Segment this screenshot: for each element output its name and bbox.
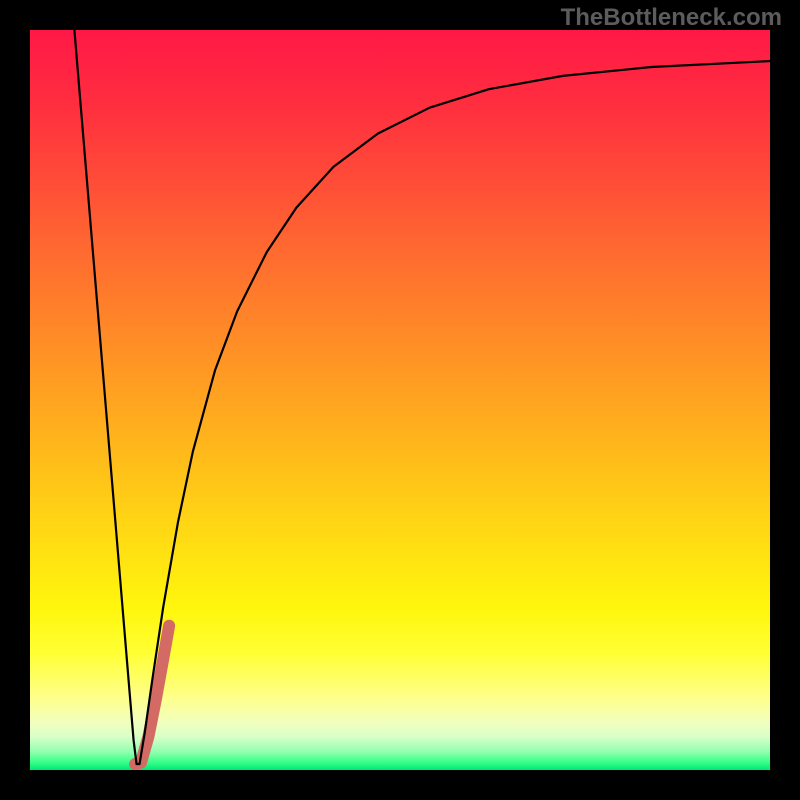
- plot-background-gradient: [30, 30, 770, 770]
- watermark-label: TheBottleneck.com: [561, 4, 782, 32]
- figure-root: TheBottleneck.com: [0, 0, 800, 800]
- chart-svg: [0, 0, 800, 800]
